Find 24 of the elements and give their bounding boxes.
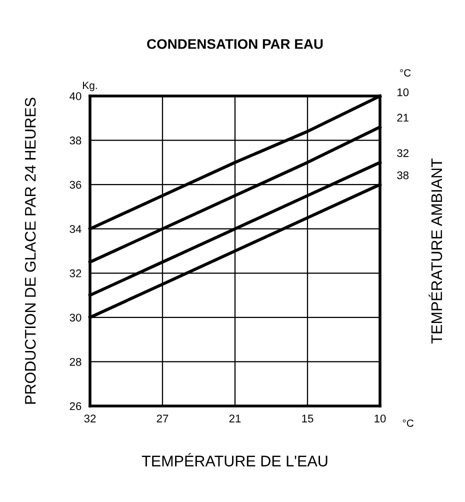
- y-tick-label: 28: [70, 358, 82, 366]
- series-label: 10: [398, 88, 409, 96]
- y-tick-label: 38: [70, 136, 82, 144]
- x-tick-label: 15: [302, 414, 314, 422]
- y-tick-label: 36: [70, 180, 82, 189]
- y-axis-title: PRODUCTION DE GLACE PAR 24 HEURES: [24, 98, 36, 404]
- series-label: 32: [397, 149, 408, 158]
- x-tick-label: 21: [229, 414, 241, 422]
- y-tick-label: 30: [70, 314, 82, 322]
- x-tick-label: 10: [374, 414, 386, 422]
- y-tick-label: 34: [70, 225, 82, 233]
- x-tick-label: 27: [156, 414, 168, 422]
- y2-axis-title: TEMPÉRATURE AMBIANT: [428, 158, 442, 344]
- chart-title: CONDENSATION PAR EAU: [147, 39, 323, 49]
- series-label: 21: [397, 114, 408, 122]
- series-label: 38: [397, 171, 409, 180]
- text: °C: [400, 69, 411, 77]
- y-tick-label: 32: [70, 269, 82, 278]
- text: Kg.: [83, 82, 97, 92]
- text: °C: [402, 419, 414, 427]
- y-tick-label: 26: [70, 402, 82, 410]
- y-tick-label: 40: [70, 92, 82, 100]
- x-tick-label: 32: [84, 414, 96, 422]
- x-axis-title: TEMPÉRATURE DE L'EAU: [142, 453, 328, 466]
